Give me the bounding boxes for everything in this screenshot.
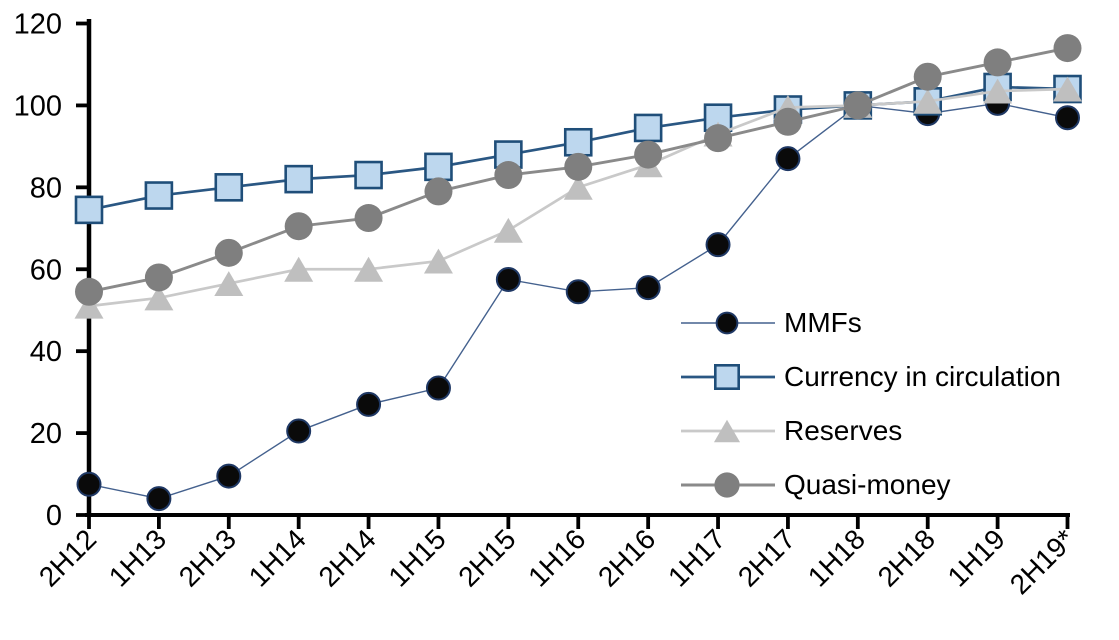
- reserves-legend-marker-icon: [681, 419, 775, 443]
- series-marker-currency-in-circulation: [214, 173, 244, 202]
- series-marker-currency-in-circulation: [563, 127, 593, 157]
- series-marker-reserves: [493, 217, 523, 243]
- series-marker-quasi-money: [913, 62, 942, 91]
- y-tick-label: 120: [14, 9, 62, 41]
- legend-label-reserves: Reserves: [784, 415, 903, 446]
- series-marker-reserves: [913, 88, 943, 114]
- x-tick-label: 1H17: [662, 523, 731, 592]
- series-marker-mmfs: [705, 232, 731, 258]
- y-tick-label: 0: [46, 500, 62, 532]
- series-quasi-money: [75, 34, 1082, 306]
- x-tick-label: 1H18: [802, 523, 871, 592]
- series-marker-mmfs: [715, 311, 739, 335]
- series-marker-quasi-money: [983, 48, 1012, 77]
- legend-item-currency-in-circulation: Currency in circulation: [681, 350, 1061, 404]
- series-marker-currency-in-circulation: [424, 152, 453, 182]
- series-marker-quasi-money: [1053, 34, 1082, 63]
- series-marker-currency-in-circulation: [633, 113, 663, 143]
- legend-item-mmfs: MMFs: [681, 296, 1061, 350]
- series-marker-quasi-money: [354, 204, 383, 233]
- x-tick-label: 2H19*: [1004, 523, 1081, 600]
- series-marker-reserves: [713, 419, 741, 443]
- series-marker-mmfs: [425, 375, 451, 401]
- series-marker-quasi-money: [843, 91, 872, 120]
- y-tick-label: 20: [30, 418, 62, 450]
- series-marker-quasi-money: [424, 177, 453, 206]
- quasi-money-legend-marker-icon: [681, 472, 775, 498]
- x-tick-label: 2H16: [592, 523, 661, 592]
- series-marker-quasi-money: [634, 140, 663, 169]
- series-marker-mmfs: [286, 418, 312, 444]
- legend-label-quasi-money: Quasi-money: [784, 469, 951, 500]
- y-tick-label: 60: [30, 254, 62, 286]
- series-marker-mmfs: [146, 486, 172, 512]
- y-tick-label: 100: [14, 90, 62, 122]
- x-tick-label: 1H15: [382, 523, 451, 592]
- series-marker-mmfs: [76, 471, 102, 497]
- legend-item-quasi-money: Quasi-money: [681, 458, 1061, 512]
- series-marker-mmfs: [356, 391, 382, 417]
- series-marker-mmfs: [1055, 105, 1080, 131]
- series-marker-quasi-money: [284, 212, 313, 241]
- x-tick-label: 1H13: [103, 523, 172, 592]
- series-marker-currency-in-circulation: [494, 140, 523, 169]
- x-tick-label: 2H12: [33, 523, 102, 592]
- x-tick-label: 2H14: [313, 523, 382, 592]
- series-marker-reserves: [423, 248, 453, 274]
- currency-legend-marker-icon: [681, 363, 775, 390]
- series-marker-quasi-money: [773, 107, 802, 136]
- series-marker-quasi-money: [75, 277, 103, 306]
- x-tick-label: 2H13: [173, 523, 242, 592]
- series-marker-quasi-money: [564, 152, 593, 181]
- series-marker-reserves: [284, 256, 314, 282]
- x-tick-label: 2H18: [872, 523, 941, 592]
- series-marker-currency-in-circulation: [144, 181, 174, 210]
- series-marker-quasi-money: [494, 161, 523, 190]
- series-marker-currency-in-circulation: [713, 363, 740, 390]
- x-tick-label: 1H19: [942, 523, 1011, 592]
- series-marker-mmfs: [216, 463, 242, 489]
- series-marker-reserves: [354, 256, 384, 282]
- legend-label-currency-in-circulation: Currency in circulation: [784, 361, 1061, 392]
- series-marker-quasi-money: [704, 124, 733, 153]
- series-marker-reserves: [214, 271, 244, 297]
- y-tick-label: 40: [30, 336, 62, 368]
- series-marker-quasi-money: [144, 263, 173, 292]
- series-marker-reserves: [1053, 76, 1082, 102]
- series-marker-currency-in-circulation: [284, 164, 313, 194]
- legend: MMFs Currency in circulation Reserves Qu…: [681, 296, 1061, 512]
- series-marker-mmfs: [635, 275, 661, 301]
- series-marker-quasi-money: [714, 472, 740, 498]
- x-tick-label: 1H16: [522, 523, 591, 592]
- series-marker-currency-in-circulation: [354, 160, 383, 190]
- series-marker-currency-in-circulation: [74, 195, 104, 225]
- x-tick-label: 1H14: [243, 523, 312, 592]
- legend-item-reserves: Reserves: [681, 404, 1061, 458]
- mmfs-legend-marker-icon: [681, 311, 775, 335]
- x-tick-label: 2H15: [452, 523, 521, 592]
- y-tick-label: 80: [30, 172, 62, 204]
- series-marker-reserves: [563, 174, 593, 200]
- x-tick-label: 2H17: [732, 523, 801, 592]
- series-marker-reserves: [983, 78, 1013, 104]
- legend-label-mmfs: MMFs: [784, 307, 862, 338]
- series-marker-mmfs: [495, 266, 521, 292]
- series-marker-reserves: [144, 285, 174, 311]
- series-marker-reserves: [74, 293, 104, 319]
- series-marker-mmfs: [565, 279, 591, 305]
- series-marker-quasi-money: [214, 238, 243, 267]
- series-marker-mmfs: [775, 146, 801, 172]
